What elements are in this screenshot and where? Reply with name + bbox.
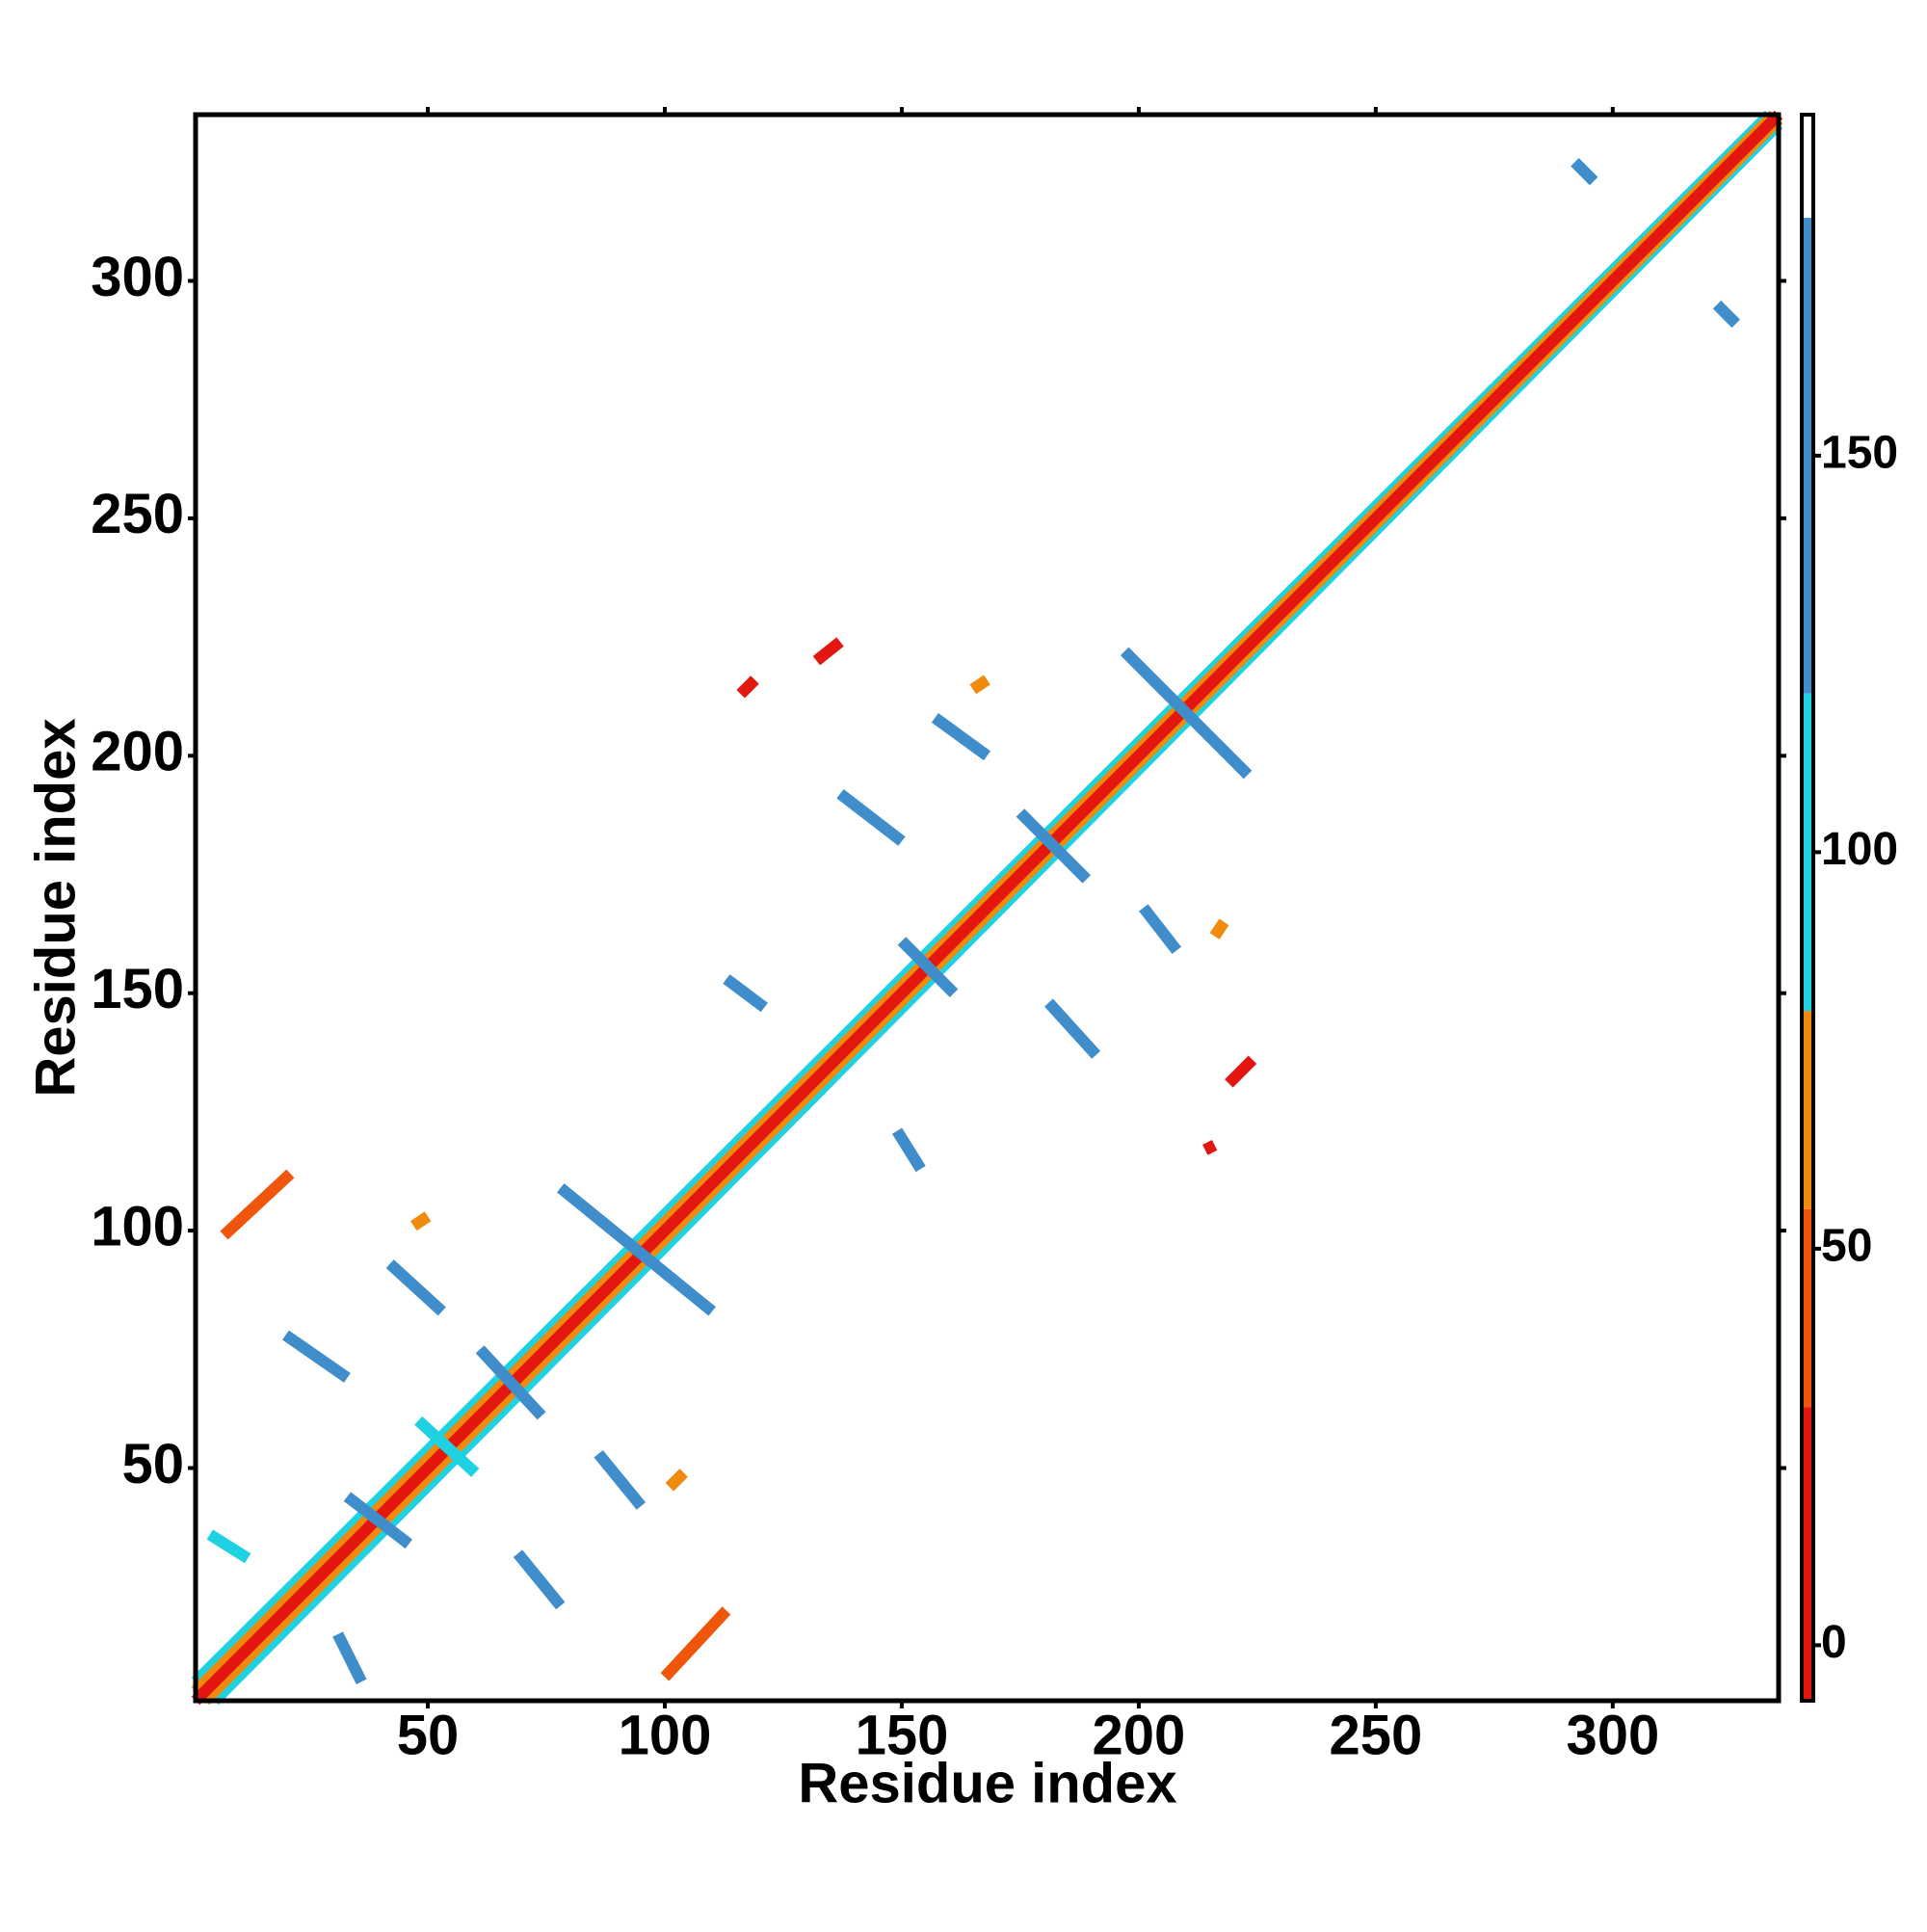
contact-segment xyxy=(931,713,991,761)
contact-segment xyxy=(897,937,959,997)
contact-segment xyxy=(409,1211,432,1231)
contact-segment xyxy=(891,1127,926,1173)
colorbar-tick-label: 50 xyxy=(1821,1221,1872,1272)
x-tick-label: 200 xyxy=(1093,1704,1186,1766)
contact-segment xyxy=(812,637,844,666)
contact-segment xyxy=(220,1169,295,1240)
contact-segment xyxy=(282,1330,351,1383)
colorbar-band xyxy=(1802,217,1813,694)
contact-segment xyxy=(206,1529,251,1564)
colorbar-band xyxy=(1802,693,1813,1011)
x-tick-label: 250 xyxy=(1329,1704,1422,1766)
colorbar-tick-label: 150 xyxy=(1821,428,1898,479)
y-tick-label: 200 xyxy=(91,721,184,783)
contact-segment xyxy=(1209,918,1229,940)
contact-segment xyxy=(385,1259,446,1316)
x-tick-label: 300 xyxy=(1566,1704,1659,1766)
y-tick-label: 150 xyxy=(91,958,184,1020)
y-axis-title: Residue index xyxy=(24,718,87,1097)
contact-segment xyxy=(475,1345,546,1420)
colorbar-band xyxy=(1802,1208,1813,1408)
y-tick-label: 300 xyxy=(91,246,184,308)
colorbar-band xyxy=(1802,1407,1813,1701)
y-tick-label: 50 xyxy=(121,1433,184,1495)
contact-segment xyxy=(1120,647,1253,780)
contact-segment xyxy=(969,675,990,695)
x-tick-label: 100 xyxy=(619,1704,712,1766)
contact-segment xyxy=(191,110,1783,1706)
colorbar-tick-label: 100 xyxy=(1821,824,1898,875)
x-axis-title: Residue index xyxy=(798,1752,1176,1814)
contact-segment xyxy=(1225,1055,1257,1088)
y-tick-label: 250 xyxy=(91,483,184,545)
contact-segment xyxy=(836,788,906,846)
x-tick-label: 50 xyxy=(397,1704,460,1766)
contact-segment xyxy=(1712,300,1740,329)
contact-segment xyxy=(343,1492,413,1549)
colorbar-band xyxy=(1802,1010,1813,1209)
x-tick-label: 150 xyxy=(856,1704,949,1766)
contact-segment xyxy=(660,1606,731,1681)
contact-segment xyxy=(665,1469,688,1492)
contact-segment xyxy=(1016,808,1092,884)
contact-segment xyxy=(556,1183,716,1316)
contact-segment xyxy=(594,1449,647,1510)
colorbar-tick-label: 0 xyxy=(1821,1617,1847,1668)
contact-segment xyxy=(332,1631,367,1684)
contact-segment xyxy=(1139,904,1182,955)
contact-segment xyxy=(1571,158,1598,186)
y-tick-label: 100 xyxy=(91,1195,184,1257)
contact-segment xyxy=(1202,1140,1218,1155)
contact-segment xyxy=(414,1416,480,1477)
colorbar-frame xyxy=(1800,113,1815,1703)
contact-segment xyxy=(513,1549,566,1610)
plot-frame xyxy=(193,112,1782,1704)
contact-segment xyxy=(723,974,768,1013)
contact-segment xyxy=(1044,998,1101,1059)
colorbar-band xyxy=(1802,115,1813,218)
contact-segment xyxy=(736,675,759,699)
